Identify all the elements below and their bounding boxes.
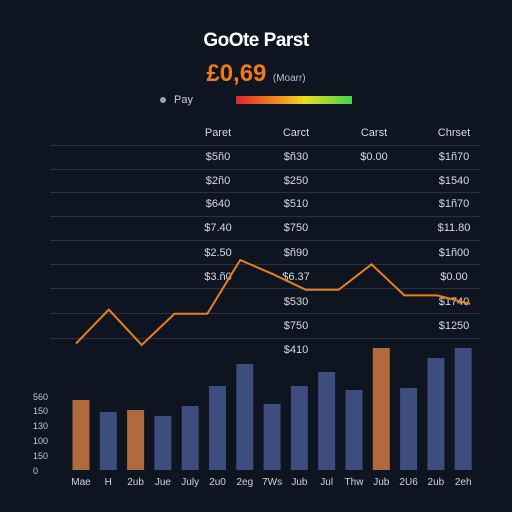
x-tick-label: Thw <box>344 477 364 488</box>
gridline <box>50 216 480 217</box>
price-note: (Moarr) <box>272 73 306 84</box>
column-header: Chrset <box>437 127 471 139</box>
x-tick-label: 2u0 <box>209 477 226 488</box>
bar <box>427 358 445 470</box>
table-cell: $250 <box>283 175 309 187</box>
gridline <box>50 169 480 170</box>
table-cell: $ñ90 <box>283 247 309 259</box>
x-tick-label: July <box>181 477 200 488</box>
table-cell: $0.00 <box>440 271 468 283</box>
gridline <box>50 145 480 146</box>
y-tick-label: 150 <box>33 406 49 416</box>
gridline <box>50 288 480 289</box>
table-cell: $1ñ00 <box>438 247 470 259</box>
column-header: Carct <box>282 127 310 139</box>
bar <box>372 348 390 470</box>
bar <box>209 386 226 470</box>
legend-label: Pay <box>174 94 193 106</box>
gridline <box>50 264 480 265</box>
table-cell: $1250 <box>438 320 470 332</box>
table-cell: $0.00 <box>360 151 388 163</box>
table-cell: $5ñ0 <box>205 151 231 163</box>
gridline <box>50 313 480 314</box>
x-tick-label: H <box>104 477 112 488</box>
table-cell: $2.50 <box>204 247 232 259</box>
bar <box>99 412 117 470</box>
table-cell: $750 <box>283 320 309 332</box>
table-cell: $11.80 <box>437 222 471 234</box>
bar <box>72 400 90 470</box>
bar <box>154 416 172 470</box>
x-tick-label: Jue <box>154 477 171 488</box>
column-header: Carst <box>360 127 388 139</box>
table-cell: $3.ñ0 <box>204 271 232 283</box>
gridline <box>50 240 480 241</box>
gridline <box>50 192 480 193</box>
table-cell: $1ñ70 <box>438 151 470 163</box>
bar <box>181 406 199 470</box>
legend-dot-icon <box>160 97 166 103</box>
table-cell: $530 <box>283 296 309 308</box>
table-cell: $7.40 <box>204 222 232 234</box>
bar <box>400 388 418 470</box>
y-tick-label: 0 <box>33 466 39 476</box>
x-tick-label: Jub <box>291 477 308 488</box>
table-cell: $510 <box>283 198 309 210</box>
x-tick-label: 2ub <box>127 477 144 488</box>
y-tick-label: 130 <box>33 421 49 431</box>
column-header: Paret <box>204 127 232 139</box>
bar <box>236 364 254 470</box>
x-tick-label: 2ub <box>427 477 445 488</box>
y-tick-label: 150 <box>33 451 49 461</box>
table-cell: $410 <box>283 344 309 356</box>
bar <box>127 410 145 470</box>
table-cell: $750 <box>283 222 309 234</box>
x-tick-label: 2U6 <box>399 477 418 488</box>
table-cell: $1ñ70 <box>438 198 470 210</box>
bar <box>290 386 308 470</box>
table-cell: $640 <box>205 198 231 210</box>
y-tick-label: 100 <box>33 436 49 446</box>
gradient-scale-bar <box>236 96 352 104</box>
table-cell: $1740 <box>438 296 470 308</box>
y-tick-label: 560 <box>33 392 49 402</box>
x-tick-label: 7Ws <box>262 477 283 488</box>
bar <box>454 348 472 470</box>
gridline <box>50 338 480 339</box>
table-cell: $2ñ0 <box>205 175 231 187</box>
x-tick-label: Mae <box>71 477 91 488</box>
trend-line <box>75 258 471 347</box>
x-tick-label: Jul <box>320 477 334 488</box>
x-tick-label: Jub <box>373 477 390 488</box>
x-tick-label: 2eg <box>236 477 254 488</box>
table-cell: $6.37 <box>282 271 310 283</box>
bar <box>263 404 281 470</box>
chart-title: GoOte Parst <box>203 30 309 51</box>
price-value: £0,69 <box>206 60 267 87</box>
x-tick-label: 2eh <box>454 477 472 488</box>
table-cell: $1540 <box>438 175 470 187</box>
price-row: £0,69 (Moarr) <box>0 60 512 88</box>
bar <box>318 372 336 470</box>
table-cell: $ñ30 <box>283 151 309 163</box>
bar <box>345 390 363 470</box>
legend: Pay <box>160 94 193 106</box>
